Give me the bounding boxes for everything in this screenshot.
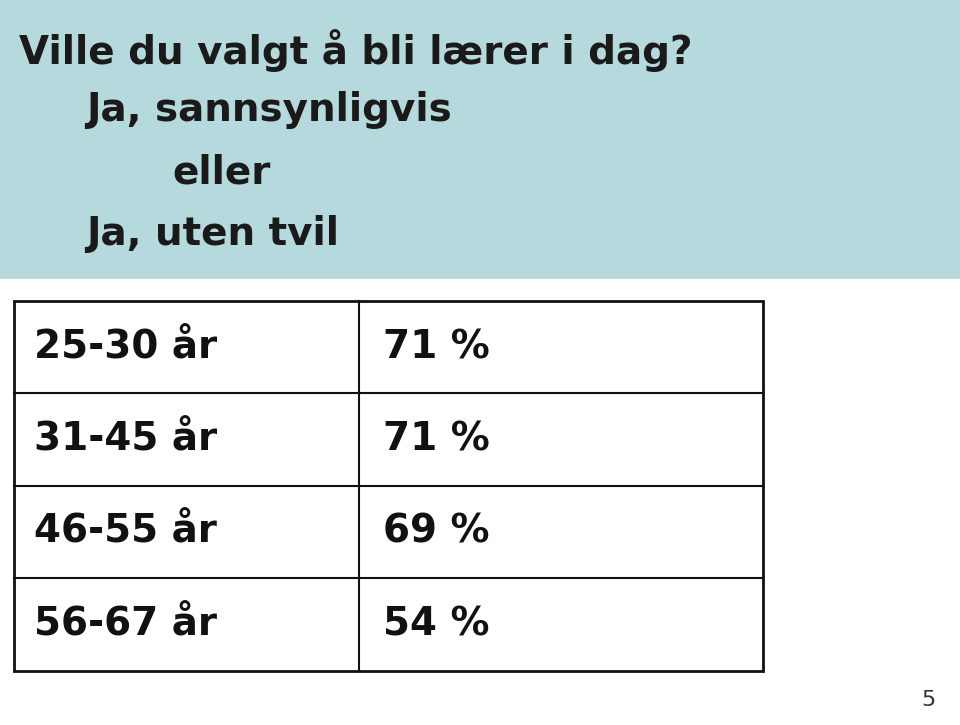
Text: eller: eller <box>173 153 271 191</box>
Text: 71 %: 71 % <box>383 328 490 366</box>
Text: 5: 5 <box>922 690 936 710</box>
Bar <box>0 0 960 279</box>
Text: Ville du valgt å bli lærer i dag?: Ville du valgt å bli lærer i dag? <box>19 29 693 72</box>
Text: 46-55 år: 46-55 år <box>34 513 216 551</box>
Text: 71 %: 71 % <box>383 420 490 458</box>
Text: Ja, uten tvil: Ja, uten tvil <box>86 215 340 253</box>
Text: 31-45 år: 31-45 år <box>34 420 217 458</box>
Bar <box>14 301 763 671</box>
Text: 56-67 år: 56-67 år <box>34 605 217 643</box>
Text: 54 %: 54 % <box>383 605 490 643</box>
Text: 69 %: 69 % <box>383 513 490 551</box>
Text: Ja, sannsynligvis: Ja, sannsynligvis <box>86 91 452 129</box>
Text: 25-30 år: 25-30 år <box>34 328 217 366</box>
